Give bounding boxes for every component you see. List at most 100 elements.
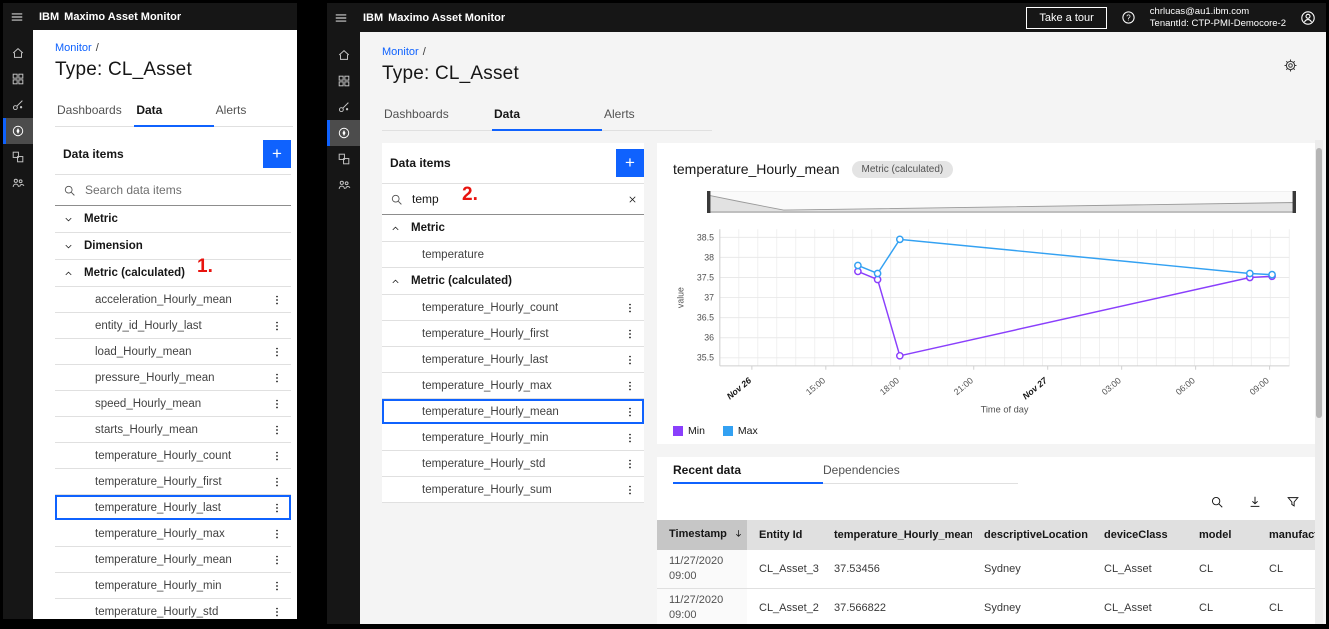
legend-item-max[interactable]: Max [723,425,758,437]
avatar-icon[interactable] [1300,10,1316,26]
overflow-menu-icon[interactable] [616,484,644,496]
overflow-menu-icon[interactable] [263,320,291,332]
sidebar-item-dashboard[interactable] [3,66,33,92]
column-header-descriptivelocation[interactable]: descriptiveLocation [972,520,1092,550]
overflow-menu-icon[interactable] [616,458,644,470]
overflow-menu-icon[interactable] [263,372,291,384]
settings-gear-icon[interactable] [1283,58,1298,78]
column-header-timestamp[interactable]: Timestamp [657,520,747,550]
column-header-temperature-hourly-mean[interactable]: temperature_Hourly_mean [822,520,972,550]
data-item-temperature-hourly-min[interactable]: temperature_Hourly_min [382,425,644,451]
data-item-temperature-hourly-min[interactable]: temperature_Hourly_min [55,573,291,599]
data-item-temperature-hourly-max[interactable]: temperature_Hourly_max [55,521,291,547]
table-search-icon[interactable] [1210,495,1224,509]
data-item-temperature-hourly-std[interactable]: temperature_Hourly_std [55,599,291,619]
detail-tab-dependencies[interactable]: Dependencies [823,457,973,484]
svg-text:15:00: 15:00 [804,375,827,397]
help-icon[interactable]: ? [1121,10,1136,25]
data-item-temperature[interactable]: temperature [382,242,644,268]
overflow-menu-icon[interactable] [263,346,291,358]
sidebar-item-dashboard[interactable] [327,68,360,94]
data-item-temperature-hourly-count[interactable]: temperature_Hourly_count [382,295,644,321]
detail-tab-recent-data[interactable]: Recent data [673,457,823,484]
data-group-metric-calculated[interactable]: Metric (calculated) [382,268,644,295]
overflow-menu-icon[interactable] [263,424,291,436]
data-group-metric[interactable]: Metric [55,206,291,233]
overflow-menu-icon[interactable] [263,554,291,566]
data-item-temperature-hourly-first[interactable]: temperature_Hourly_first [55,469,291,495]
data-item-speed-hourly-mean[interactable]: speed_Hourly_mean [55,391,291,417]
sidebar-item-key[interactable] [3,92,33,118]
menu-icon[interactable] [3,10,31,24]
overflow-menu-icon[interactable] [263,398,291,410]
data-group-dimension[interactable]: Dimension [55,233,291,260]
table-row[interactable]: 11/27/202009:00CL_Asset_237.566822Sydney… [657,588,1318,624]
tab-dashboards[interactable]: Dashboards [382,100,492,131]
take-a-tour-button[interactable]: Take a tour [1026,7,1106,29]
overflow-menu-icon[interactable] [616,302,644,314]
tab-data[interactable]: Data [492,100,602,131]
overflow-menu-icon[interactable] [263,580,291,592]
add-data-item-button[interactable]: + [616,149,644,177]
tab-alerts[interactable]: Alerts [214,96,293,127]
table-row[interactable]: 11/27/202009:00CL_Asset_337.53456SydneyC… [657,550,1318,588]
overflow-menu-icon[interactable] [263,450,291,462]
data-item-temperature-hourly-mean[interactable]: temperature_Hourly_mean [382,399,644,425]
menu-icon[interactable] [327,11,355,25]
sidebar-item-devices[interactable] [3,144,33,170]
data-item-temperature-hourly-std[interactable]: temperature_Hourly_std [382,451,644,477]
overflow-menu-icon[interactable] [263,294,291,306]
tab-dashboards[interactable]: Dashboards [55,96,134,127]
search-input[interactable] [83,182,285,198]
sidebar-item-devices[interactable] [327,146,360,172]
data-group-metric[interactable]: Metric [382,215,644,242]
sidebar-item-users[interactable] [327,172,360,198]
data-item-temperature-hourly-sum[interactable]: temperature_Hourly_sum [382,477,644,503]
legend-item-min[interactable]: Min [673,425,705,437]
table-toolbar [657,484,1318,514]
column-header-deviceclass[interactable]: deviceClass [1092,520,1187,550]
overflow-menu-icon[interactable] [616,406,644,418]
tab-data[interactable]: Data [134,96,213,127]
scrollbar[interactable] [1315,140,1323,624]
column-header-entity-id[interactable]: Entity Id [747,520,822,550]
column-header-manufactur[interactable]: manufactur [1257,520,1318,550]
data-item-temperature-hourly-last[interactable]: temperature_Hourly_last [382,347,644,373]
overflow-menu-icon[interactable] [616,380,644,392]
time-range-brush[interactable] [673,191,1302,213]
data-item-entity-id-hourly-last[interactable]: entity_id_Hourly_last [55,313,291,339]
overflow-menu-icon[interactable] [616,432,644,444]
data-item-acceleration-hourly-mean[interactable]: acceleration_Hourly_mean [55,287,291,313]
data-item-temperature-hourly-count[interactable]: temperature_Hourly_count [55,443,291,469]
overflow-menu-icon[interactable] [263,606,291,618]
sidebar-item-compass[interactable] [3,118,33,144]
overflow-menu-icon[interactable] [263,476,291,488]
sidebar-item-compass[interactable] [327,120,360,146]
data-group-metric-calculated[interactable]: Metric (calculated) [55,260,291,287]
overflow-menu-icon[interactable] [616,354,644,366]
data-item-temperature-hourly-first[interactable]: temperature_Hourly_first [382,321,644,347]
overflow-menu-icon[interactable] [263,528,291,540]
data-item-temperature-hourly-last[interactable]: temperature_Hourly_last [55,495,291,521]
breadcrumb-monitor-link[interactable]: Monitor [382,46,419,58]
sidebar-item-home[interactable] [327,42,360,68]
data-item-pressure-hourly-mean[interactable]: pressure_Hourly_mean [55,365,291,391]
tab-alerts[interactable]: Alerts [602,100,712,131]
column-header-model[interactable]: model [1187,520,1257,550]
data-item-load-hourly-mean[interactable]: load_Hourly_mean [55,339,291,365]
data-item-temperature-hourly-max[interactable]: temperature_Hourly_max [382,373,644,399]
filter-icon[interactable] [1286,495,1300,509]
data-item-starts-hourly-mean[interactable]: starts_Hourly_mean [55,417,291,443]
clear-search-icon[interactable] [627,194,638,205]
search-input[interactable] [410,191,620,207]
add-data-item-button[interactable]: + [263,140,291,168]
breadcrumb-monitor-link[interactable]: Monitor [55,42,92,54]
overflow-menu-icon[interactable] [263,502,291,514]
sidebar-item-key[interactable] [327,94,360,120]
overflow-menu-icon[interactable] [616,328,644,340]
scrollbar-thumb[interactable] [1316,148,1322,418]
sidebar-item-users[interactable] [3,170,33,196]
download-icon[interactable] [1248,495,1262,509]
sidebar-item-home[interactable] [3,40,33,66]
data-item-temperature-hourly-mean[interactable]: temperature_Hourly_mean [55,547,291,573]
